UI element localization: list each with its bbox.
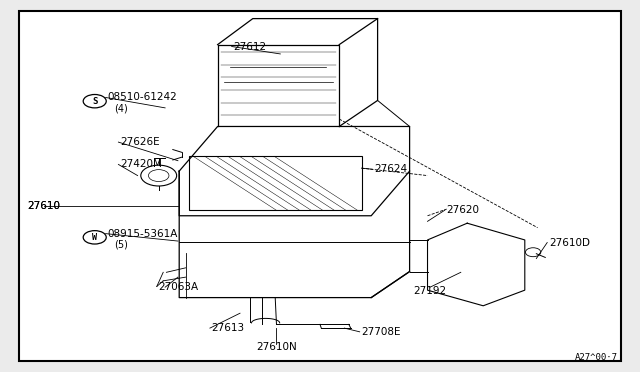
Text: A27^00·7: A27^00·7 xyxy=(575,353,618,362)
Text: W: W xyxy=(92,233,97,242)
Text: 27613: 27613 xyxy=(211,323,244,333)
Text: 27192: 27192 xyxy=(413,286,447,296)
Text: 27420M: 27420M xyxy=(120,160,162,169)
Bar xyxy=(189,156,362,210)
Text: 27708E: 27708E xyxy=(362,327,401,337)
Text: 27626E: 27626E xyxy=(120,137,160,147)
Text: 27610D: 27610D xyxy=(549,238,590,247)
Text: 27620: 27620 xyxy=(447,205,480,215)
Text: (4): (4) xyxy=(114,104,127,113)
Text: 27612: 27612 xyxy=(234,42,267,51)
Text: (5): (5) xyxy=(114,240,128,250)
Text: 27610N: 27610N xyxy=(256,342,297,352)
FancyBboxPatch shape xyxy=(19,11,621,361)
Text: 27063A: 27063A xyxy=(159,282,199,292)
Text: 08915-5361A: 08915-5361A xyxy=(108,229,178,238)
Text: S: S xyxy=(92,97,97,106)
Text: 27610: 27610 xyxy=(27,202,60,211)
Text: 27624: 27624 xyxy=(374,164,408,174)
Text: 08510-61242: 08510-61242 xyxy=(108,93,177,102)
Text: 27610: 27610 xyxy=(27,202,60,211)
